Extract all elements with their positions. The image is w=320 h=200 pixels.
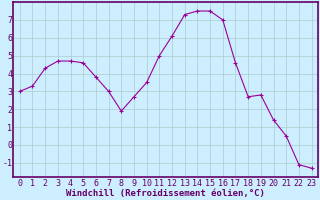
X-axis label: Windchill (Refroidissement éolien,°C): Windchill (Refroidissement éolien,°C) — [66, 189, 265, 198]
